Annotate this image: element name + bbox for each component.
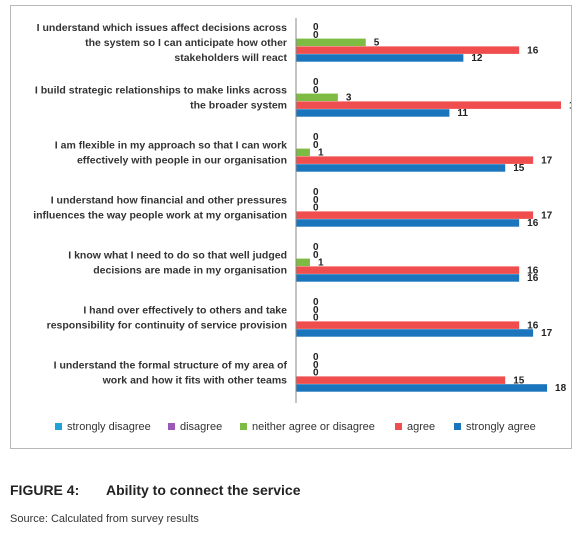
legend-swatch <box>168 423 175 430</box>
category-label: I understand how financial and other pre… <box>51 194 287 206</box>
data-label: 0 <box>313 85 319 96</box>
data-label: 0 <box>313 30 319 41</box>
data-label: 0 <box>313 360 319 371</box>
data-label: 17 <box>541 155 553 166</box>
data-label: 0 <box>313 297 319 308</box>
figure-title: Ability to connect the service <box>106 482 301 498</box>
data-label: 15 <box>513 163 525 174</box>
category-label: work and how it fits with other teams <box>102 374 288 386</box>
legend-label: strongly agree <box>466 421 536 433</box>
category-labels: I understand which issues affect decisio… <box>33 22 287 387</box>
figure-label: FIGURE 4: <box>10 482 80 498</box>
bar-strongly-agree <box>296 329 534 337</box>
bar-strongly-agree <box>296 274 520 282</box>
bar-strongly-agree <box>296 384 548 392</box>
data-label: 0 <box>313 305 319 316</box>
data-label: 3 <box>346 93 352 104</box>
data-label: 16 <box>527 320 539 331</box>
figure-source: Source: Calculated from survey results <box>10 513 199 525</box>
category-label: decisions are made in my organisation <box>93 264 287 276</box>
data-label: 16 <box>527 45 539 56</box>
legend-label: disagree <box>180 421 222 433</box>
category-label: I build strategic relationships to make … <box>35 84 287 96</box>
data-label: 19 <box>569 100 571 111</box>
category-label: the system so I can anticipate how other <box>85 37 287 49</box>
data-label: 15 <box>513 375 525 386</box>
category-label: I know what I need to do so that well ju… <box>68 249 287 261</box>
category-label: influences the way people work at my org… <box>33 209 287 221</box>
bar-chart: I understand which issues affect decisio… <box>33 18 571 433</box>
data-label: 5 <box>374 38 380 49</box>
bar-neither-agree-or-disagree <box>296 38 366 47</box>
data-label: 0 <box>313 77 319 88</box>
legend-swatch <box>240 423 247 430</box>
category-label: I am flexible in my approach so that I c… <box>55 139 287 151</box>
data-label: 18 <box>555 383 567 394</box>
legend-swatch <box>55 423 62 430</box>
legend-swatch <box>454 423 461 430</box>
bar-agree <box>296 321 520 329</box>
bar-neither-agree-or-disagree <box>296 258 310 267</box>
data-label: 16 <box>527 265 539 276</box>
data-label: 1 <box>318 148 324 159</box>
data-label: 0 <box>313 368 319 379</box>
category-label: the broader system <box>190 99 287 111</box>
data-label: 11 <box>457 108 468 119</box>
bar-agree <box>296 156 534 164</box>
bar-strongly-agree <box>296 219 520 227</box>
data-label: 0 <box>313 203 319 214</box>
bar-agree <box>296 46 520 54</box>
bar-strongly-agree <box>296 164 506 172</box>
category-label: stakeholders will react <box>174 52 287 64</box>
data-label: 0 <box>313 22 319 33</box>
legend-label: agree <box>407 421 435 433</box>
legend-label: neither agree or disagree <box>252 421 375 433</box>
data-label: 17 <box>541 210 553 221</box>
figure-caption: FIGURE 4: Ability to connect the service <box>10 482 301 498</box>
legend: strongly disagree disagree neither agree o… <box>55 421 536 433</box>
data-label: 16 <box>527 218 539 229</box>
chart-frame: I understand which issues affect decisio… <box>10 5 572 449</box>
bar-neither-agree-or-disagree <box>296 148 310 157</box>
category-label: I understand the formal structure of my … <box>54 359 288 371</box>
bars: 0051612003191100117150001716001161600016… <box>296 22 571 394</box>
category-label: effectively with people in our organisat… <box>77 154 287 166</box>
category-label: I understand which issues affect decisio… <box>37 22 287 34</box>
data-label: 0 <box>313 313 319 324</box>
category-label: responsibility for continuity of service… <box>47 319 287 331</box>
data-label: 0 <box>313 140 319 151</box>
category-label: I hand over effectively to others and ta… <box>83 304 287 316</box>
legend-swatch <box>395 423 402 430</box>
data-label: 12 <box>471 53 483 64</box>
bar-agree <box>296 266 520 274</box>
bar-strongly-agree <box>296 54 464 62</box>
data-label: 17 <box>541 328 553 339</box>
data-label: 0 <box>313 352 319 363</box>
legend-label: strongly disagree <box>67 421 151 433</box>
bar-neither-agree-or-disagree <box>296 93 338 102</box>
data-label: 0 <box>313 242 319 253</box>
bar-agree <box>296 101 561 109</box>
data-label: 1 <box>318 258 324 269</box>
bar-agree <box>296 211 534 219</box>
data-label: 0 <box>313 187 319 198</box>
data-label: 0 <box>313 250 319 261</box>
bar-strongly-agree <box>296 109 450 117</box>
data-label: 16 <box>527 273 539 284</box>
bar-agree <box>296 376 506 384</box>
data-label: 0 <box>313 195 319 206</box>
data-label: 0 <box>313 132 319 143</box>
